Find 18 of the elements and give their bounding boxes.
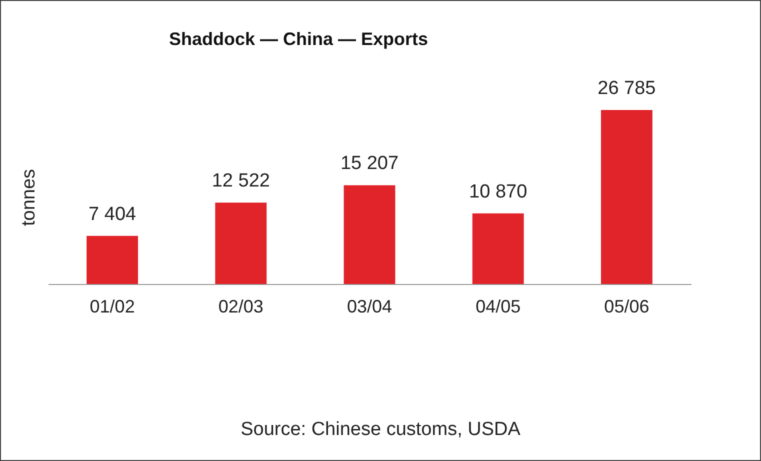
data-label: 10 870 bbox=[469, 181, 528, 202]
bar bbox=[600, 110, 652, 284]
bar bbox=[215, 202, 267, 284]
bar bbox=[472, 213, 524, 284]
bar bbox=[86, 236, 138, 284]
x-tick-label: 02/03 bbox=[218, 296, 264, 316]
x-tick-label: 03/04 bbox=[346, 296, 392, 316]
chart-title: Shaddock — China — Exports bbox=[169, 29, 428, 49]
data-label: 26 785 bbox=[598, 78, 656, 99]
data-label: 12 522 bbox=[212, 170, 270, 192]
data-label: 15 207 bbox=[340, 153, 399, 174]
x-tick-label: 04/05 bbox=[476, 296, 521, 316]
y-axis-title: tonnes bbox=[18, 168, 40, 226]
x-tick-label: 05/06 bbox=[604, 296, 650, 316]
source-note: Source: Chinese customs, USDA bbox=[240, 419, 522, 441]
bar bbox=[344, 185, 396, 284]
x-tick-label: 01/02 bbox=[90, 296, 135, 316]
data-label: 7 404 bbox=[88, 204, 137, 225]
